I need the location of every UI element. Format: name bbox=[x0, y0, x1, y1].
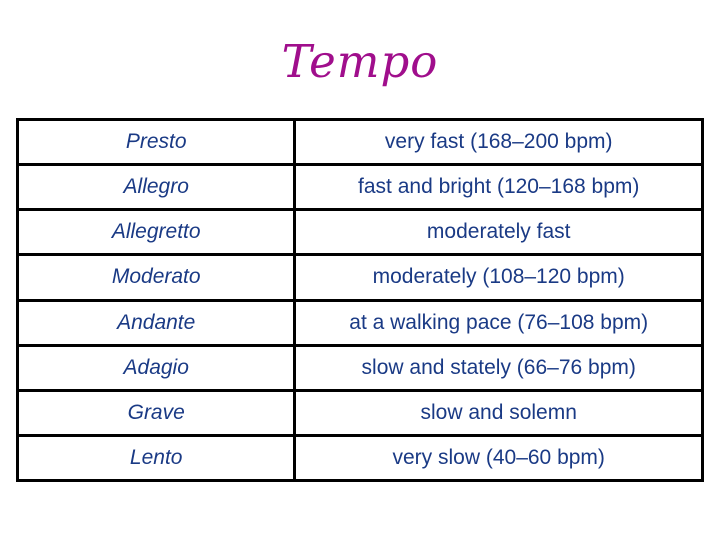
table-row: Andante at a walking pace (76–108 bpm) bbox=[15, 298, 704, 347]
table-row: Adagio slow and stately (66–76 bpm) bbox=[15, 343, 704, 392]
tempo-term-cell: Presto bbox=[15, 117, 297, 167]
tempo-term-cell: Andante bbox=[15, 298, 297, 347]
table-row: Allegro fast and bright (120–168 bpm) bbox=[15, 163, 704, 212]
table-row: Presto very fast (168–200 bpm) bbox=[15, 117, 704, 167]
tempo-definition-cell: fast and bright (120–168 bpm) bbox=[293, 163, 704, 212]
tempo-term-cell: Lento bbox=[15, 433, 297, 483]
tempo-term-cell: Allegretto bbox=[15, 208, 297, 257]
tempo-term-cell: Adagio bbox=[15, 343, 297, 392]
table-row: Allegretto moderately fast bbox=[15, 208, 704, 257]
tempo-definition-cell: slow and stately (66–76 bpm) bbox=[293, 343, 704, 392]
tempo-definition-cell: very fast (168–200 bpm) bbox=[293, 117, 704, 167]
tempo-definition-cell: very slow (40–60 bpm) bbox=[293, 433, 704, 483]
tempo-definition-cell: at a walking pace (76–108 bpm) bbox=[293, 298, 704, 347]
tempo-definition-cell: moderately fast bbox=[293, 208, 704, 257]
table-row: Grave slow and solemn bbox=[15, 388, 704, 437]
tempo-term-cell: Grave bbox=[15, 388, 297, 437]
tempo-term-cell: Moderato bbox=[15, 253, 297, 302]
tempo-term-cell: Allegro bbox=[15, 163, 297, 212]
table-row: Lento very slow (40–60 bpm) bbox=[15, 433, 704, 483]
tempo-table: Presto very fast (168–200 bpm) Allegro f… bbox=[15, 117, 704, 483]
table-row: Moderato moderately (108–120 bpm) bbox=[15, 253, 704, 302]
tempo-definition-cell: slow and solemn bbox=[293, 388, 704, 437]
page-title: Tempo bbox=[281, 35, 439, 88]
tempo-definition-cell: moderately (108–120 bpm) bbox=[293, 253, 704, 302]
tempo-table-body: Presto very fast (168–200 bpm) Allegro f… bbox=[15, 117, 704, 483]
